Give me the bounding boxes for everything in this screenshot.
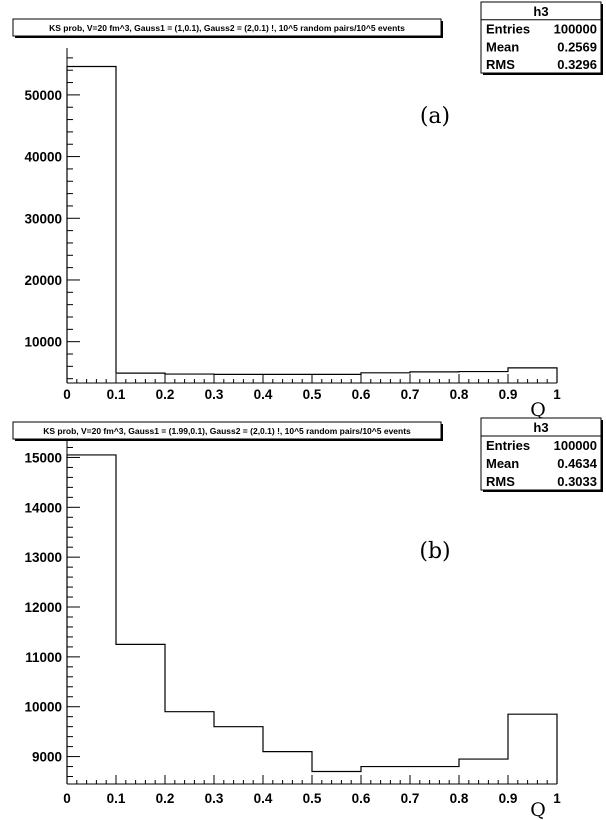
stats-label: Mean bbox=[486, 39, 519, 54]
stats-value: 100000 bbox=[554, 438, 597, 453]
histogram-panel-a: 0 0.1 0.2 0.3 0.4 0.5 0.6 0.7 0.8 0.9 1 10000 20000 3… bbox=[12, 1, 603, 421]
x-tick-label: 0.9 bbox=[499, 791, 518, 806]
x-tick-label: 0.3 bbox=[205, 791, 224, 806]
x-axis-label: Q bbox=[530, 799, 546, 820]
stats-label: Entries bbox=[486, 438, 530, 453]
y-tick-label: 11000 bbox=[25, 650, 62, 665]
y-tick-label: 40000 bbox=[24, 150, 62, 165]
stats-label: RMS bbox=[486, 57, 515, 72]
stats-value: 0.3296 bbox=[557, 57, 597, 72]
x-tick-label: 0.7 bbox=[401, 387, 420, 402]
y-tick-label: 10000 bbox=[24, 335, 62, 350]
y-tick-label: 12000 bbox=[24, 600, 62, 615]
chart-title: KS prob, V=20 fm^3, Gauss1 = (1,0.1), Ga… bbox=[49, 23, 405, 33]
y-tick-label: 10000 bbox=[24, 700, 62, 715]
panel-label: (a) bbox=[420, 104, 450, 129]
histogram-line bbox=[66, 454, 558, 784]
y-tick-label: 13000 bbox=[24, 550, 62, 565]
y-tick-label: 15000 bbox=[24, 450, 62, 465]
stats-label: Entries bbox=[486, 22, 530, 37]
x-tick-label: 0.2 bbox=[156, 791, 175, 806]
x-tick-label: 0 bbox=[63, 387, 71, 402]
x-tick-label: 0.4 bbox=[254, 387, 273, 402]
panel-label: (b) bbox=[419, 539, 450, 564]
chart-title: KS prob, V=20 fm^3, Gauss1 = (1.99,0.1),… bbox=[43, 426, 411, 436]
plot-area bbox=[67, 48, 557, 383]
y-tick-label: 50000 bbox=[24, 88, 62, 103]
stats-value: 0.2569 bbox=[557, 39, 597, 54]
stats-name: h3 bbox=[533, 4, 548, 19]
stats-box bbox=[480, 417, 602, 491]
stats-value: 0.3033 bbox=[557, 474, 597, 489]
y-tick-label: 9000 bbox=[32, 750, 62, 765]
x-tick-label: 0.9 bbox=[499, 387, 518, 402]
x-tick-label: 1 bbox=[553, 791, 561, 806]
x-tick-label: 0 bbox=[63, 791, 71, 806]
x-tick-label: 0.2 bbox=[156, 387, 175, 402]
x-tick-label: 0.6 bbox=[352, 387, 371, 402]
x-tick-label: 0.8 bbox=[450, 791, 469, 806]
title-box bbox=[12, 421, 442, 440]
y-tick-label: 20000 bbox=[24, 273, 62, 288]
x-tick-label: 0.6 bbox=[352, 791, 371, 806]
x-tick-label: 0.1 bbox=[107, 387, 126, 402]
x-tick-label: 0.8 bbox=[450, 387, 469, 402]
plot-area bbox=[67, 440, 557, 784]
stats-label: RMS bbox=[486, 474, 515, 489]
x-tick-label: 1 bbox=[553, 387, 561, 402]
x-tick-label: 0.1 bbox=[107, 791, 126, 806]
y-tick-label: 30000 bbox=[24, 211, 62, 226]
x-axis-label: Q bbox=[530, 399, 546, 421]
title-box bbox=[12, 18, 442, 37]
stats-box bbox=[480, 1, 602, 74]
stats-value: 0.4634 bbox=[557, 456, 598, 471]
x-tick-label: 0.4 bbox=[254, 791, 273, 806]
y-tick-label: 14000 bbox=[24, 500, 62, 515]
x-tick-label: 0.5 bbox=[303, 387, 322, 402]
x-tick-label: 0.7 bbox=[401, 791, 420, 806]
x-tick-label: 0.5 bbox=[303, 791, 322, 806]
stats-value: 100000 bbox=[554, 22, 597, 37]
stats-label: Mean bbox=[486, 456, 519, 471]
histogram-panel-b: 0 0.1 0.2 0.3 0.4 0.5 0.6 0.7 0.8 0.9 1 9000 10000 11… bbox=[12, 417, 603, 820]
x-tick-label: 0.3 bbox=[205, 387, 224, 402]
histogram-line bbox=[66, 65, 558, 383]
stats-name: h3 bbox=[533, 420, 548, 435]
